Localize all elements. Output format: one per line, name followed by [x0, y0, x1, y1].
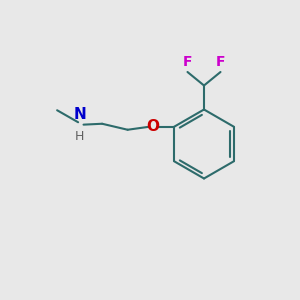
Text: F: F: [216, 55, 225, 69]
Text: N: N: [73, 107, 86, 122]
Text: O: O: [147, 119, 160, 134]
Text: H: H: [75, 130, 84, 143]
Text: F: F: [183, 55, 192, 69]
